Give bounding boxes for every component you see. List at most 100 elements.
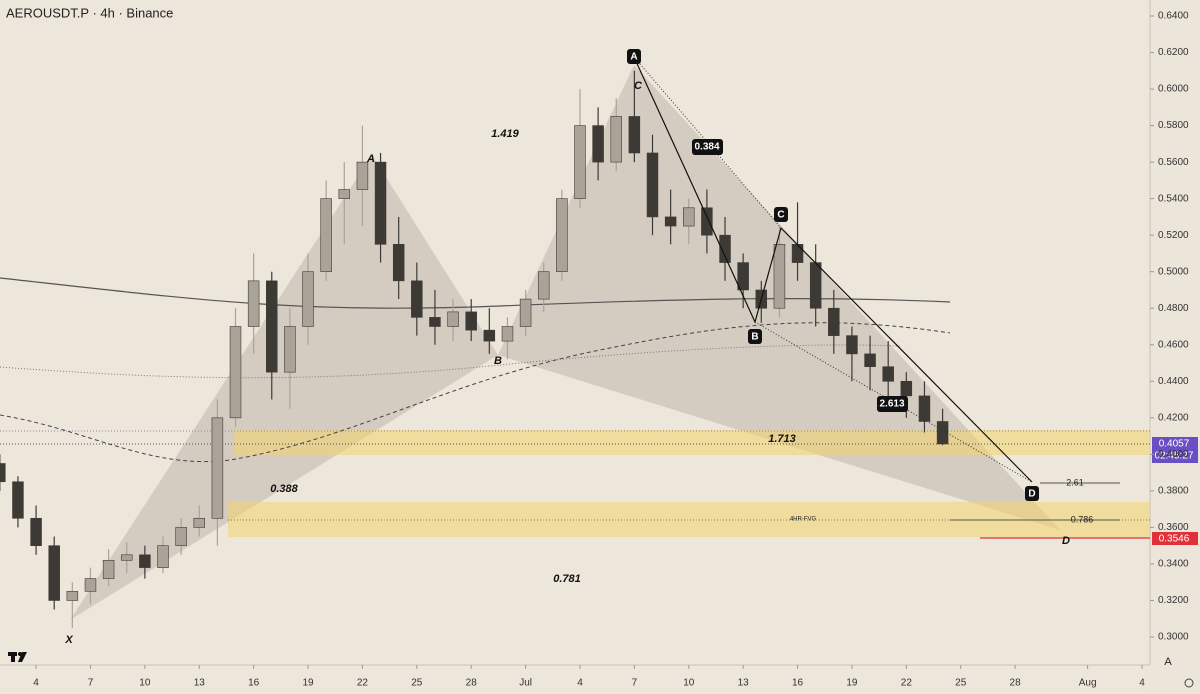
ratio-label: 2.613 <box>879 399 904 410</box>
candle-body <box>229 326 242 419</box>
point-label: A <box>366 153 375 165</box>
candle-body <box>664 216 677 227</box>
candle-body <box>30 517 42 546</box>
candle-body <box>882 366 894 382</box>
logo <box>8 652 27 662</box>
moving-average <box>0 344 901 379</box>
x-tick-label: 25 <box>955 678 967 689</box>
point-label: B <box>751 332 758 343</box>
candle-body <box>828 307 840 336</box>
candle-body <box>120 554 133 561</box>
ratio-label: 0.781 <box>553 573 581 585</box>
point-badge <box>627 49 641 64</box>
y-tick-label: 0.4600 <box>1158 339 1189 350</box>
candle-body <box>48 545 60 601</box>
pattern-line <box>633 56 1033 483</box>
candle-body <box>0 463 6 483</box>
ratio-label: 0.388 <box>270 483 298 495</box>
label-box <box>692 139 723 155</box>
x-tick-label: 28 <box>466 678 478 689</box>
point-label: D <box>1028 489 1035 500</box>
level-label: 2.61 <box>1066 477 1084 487</box>
candle-body <box>247 280 260 327</box>
candle-body <box>356 161 369 190</box>
pattern-triangle <box>70 155 498 620</box>
candle-body <box>102 559 115 579</box>
y-tick-label: 0.6000 <box>1158 84 1189 95</box>
point-label: C <box>634 80 643 92</box>
x-tick-label: 19 <box>302 678 314 689</box>
price-badge <box>1152 437 1198 463</box>
x-tick-label: 22 <box>901 678 913 689</box>
y-tick-label: 0.5000 <box>1158 266 1189 277</box>
candle-body <box>864 353 876 367</box>
logo-part <box>18 652 27 662</box>
candle-body <box>284 326 296 373</box>
x-tick-label: 13 <box>194 678 206 689</box>
symbol-title: AEROUSDT.P · 4h · Binance <box>6 5 173 20</box>
label-box <box>877 396 908 412</box>
y-tick-label: 0.5200 <box>1158 230 1189 241</box>
candle-body <box>12 481 24 519</box>
candle-body <box>574 125 586 199</box>
y-tick-label: 0.3200 <box>1158 595 1189 606</box>
zone <box>234 430 1150 455</box>
candle-body <box>519 298 532 327</box>
point-badge <box>748 329 762 344</box>
ratio-label: 0.384 <box>694 142 719 153</box>
candle-body <box>900 380 913 397</box>
candle-body <box>429 317 441 327</box>
candle-body <box>701 207 713 236</box>
y-tick-label: 0.6400 <box>1158 11 1189 22</box>
candle-body <box>175 527 187 546</box>
candle-body <box>139 554 151 568</box>
x-tick-label: 28 <box>1010 678 1022 689</box>
candle-body <box>556 198 568 273</box>
candle-body <box>84 578 97 592</box>
point-badge <box>774 207 788 222</box>
y-tick-label: 0.5800 <box>1158 120 1189 131</box>
candle-body <box>211 417 224 519</box>
candle-body <box>66 591 79 601</box>
candle-body <box>737 262 749 291</box>
level-label: 0.786 <box>1071 514 1094 524</box>
candle-body <box>646 152 659 218</box>
x-tick-label: 22 <box>357 678 369 689</box>
moving-average <box>0 277 951 309</box>
candle-body <box>918 395 931 422</box>
point-label: X <box>64 634 73 646</box>
y-tick-label: 0.3600 <box>1158 522 1189 533</box>
x-tick-label: 19 <box>846 678 858 689</box>
settings-button[interactable] <box>1184 678 1194 688</box>
candle-body <box>936 421 949 445</box>
candle-body <box>338 189 351 199</box>
zone-label: 4HR-FVG <box>790 517 817 523</box>
last-price: 0.4057 <box>1159 439 1190 450</box>
x-tick-label: 13 <box>738 678 750 689</box>
drawings-front: AEROUSDT.P · 4h · Binance 1.419 0.384 2.… <box>6 5 1198 688</box>
auto-scale-button[interactable]: A <box>1164 656 1172 668</box>
ratio-label: 1.713 <box>768 433 796 445</box>
x-tick-label: 16 <box>248 678 260 689</box>
candle-body <box>320 198 332 273</box>
candle-body <box>592 125 604 163</box>
point-label: B <box>494 355 502 367</box>
candle-body <box>809 262 822 309</box>
axes: 0.3000 0.3200 0.3400 0.3600 0.3800 0.4000 0.42… <box>33 11 1189 689</box>
y-tick-label: 0.4400 <box>1158 376 1189 387</box>
candle-body <box>610 116 622 163</box>
logo-part <box>11 652 15 662</box>
x-tick-label: 10 <box>683 678 695 689</box>
y-tick-label: 0.3000 <box>1158 632 1189 643</box>
candle-body <box>628 116 641 154</box>
point-label: A <box>630 52 637 63</box>
price-axis-panel <box>1150 0 1200 694</box>
candle-body <box>465 311 477 331</box>
candle-body <box>266 280 278 373</box>
candle-body <box>791 244 804 263</box>
x-tick-label: 4 <box>577 678 583 689</box>
stop-price: 0.3546 <box>1159 534 1190 545</box>
x-tick-label: 16 <box>792 678 804 689</box>
